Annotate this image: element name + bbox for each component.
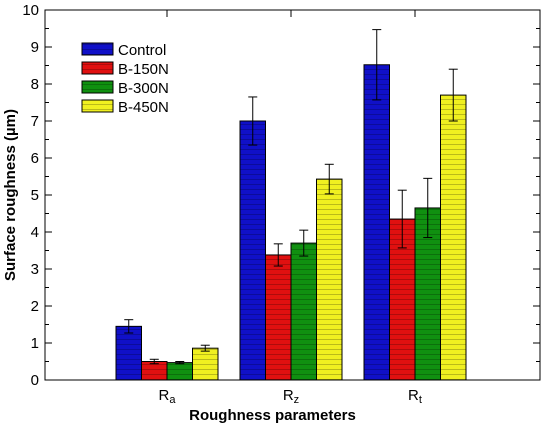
bar-b-450n-rt <box>440 94 467 381</box>
bar-control-rz <box>239 120 266 381</box>
legend-swatch <box>81 99 114 113</box>
x-tick-label: Ra <box>159 387 177 406</box>
legend-label: B-450N <box>118 99 169 116</box>
y-tick-label: 3 <box>31 261 39 278</box>
y-tick-label: 8 <box>31 76 39 93</box>
bar-control-rt <box>363 64 390 381</box>
legend-label: B-150N <box>118 61 169 78</box>
y-tick-label: 5 <box>31 187 39 204</box>
legend-swatch <box>81 61 114 75</box>
error-bars-group <box>124 29 458 365</box>
legend: Control B-150N B-300N B-450N <box>81 42 169 116</box>
axes-group: 0 1 2 3 4 5 6 7 8 9 10 Ra Rz Rt <box>22 2 540 406</box>
legend-swatch <box>81 42 114 56</box>
y-tick-label: 6 <box>31 150 39 167</box>
y-tick-label: 0 <box>31 372 39 389</box>
y-axis-title: Surface roughness (µm) <box>2 109 19 281</box>
bar-b-150n-ra <box>141 361 168 381</box>
bar-b-300n-ra <box>166 362 193 381</box>
y-tick-label: 7 <box>31 113 39 130</box>
bar-control-ra <box>115 325 142 381</box>
bar-b-150n-rz <box>265 254 292 381</box>
legend-label: Control <box>118 42 166 59</box>
y-tick-label: 4 <box>31 224 39 241</box>
bar-b-450n-ra <box>192 347 219 381</box>
bar-b-300n-rz <box>290 242 317 381</box>
y-tick-label: 2 <box>31 298 39 315</box>
y-tick-label: 10 <box>22 2 39 19</box>
y-tick-label: 1 <box>31 335 39 352</box>
legend-label: B-300N <box>118 80 169 97</box>
y-tick-label: 9 <box>31 39 39 56</box>
legend-swatch <box>81 80 114 94</box>
x-tick-label: Rz <box>283 387 299 406</box>
bar-b-450n-rz <box>316 178 343 381</box>
x-axis-title: Roughness parameters <box>189 407 356 424</box>
x-tick-label: Rt <box>408 387 422 406</box>
